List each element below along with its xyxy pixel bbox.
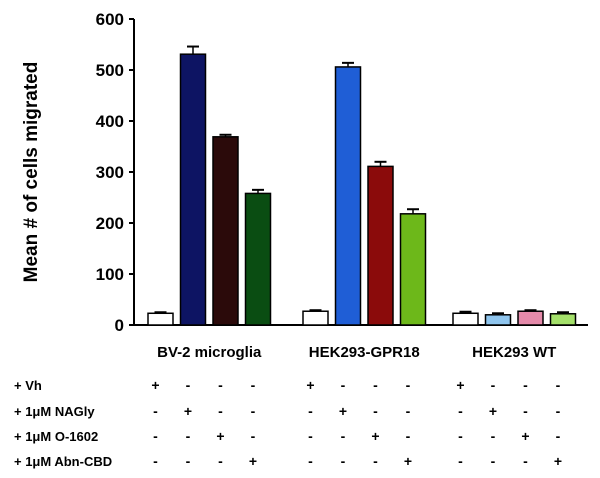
bar xyxy=(244,192,272,326)
treatment-row-label: + 1μM Abn-CBD xyxy=(14,454,112,469)
bar xyxy=(302,310,329,326)
treatment-sign: + xyxy=(306,377,314,393)
treatment-sign: - xyxy=(523,403,528,419)
bar xyxy=(367,165,394,326)
bar xyxy=(517,310,544,326)
treatment-sign: - xyxy=(308,428,313,444)
treatment-sign: - xyxy=(406,428,411,444)
group-label: HEK293-GPR18 xyxy=(309,344,420,361)
treatment-sign: - xyxy=(491,377,496,393)
treatment-row-label: + Vh xyxy=(14,378,42,393)
bar xyxy=(399,213,427,326)
y-tick-label: 200 xyxy=(96,214,124,233)
y-tick-label: 0 xyxy=(115,316,124,335)
treatment-sign: - xyxy=(406,377,411,393)
treatment-sign: + xyxy=(339,403,347,419)
treatment-sign: - xyxy=(458,403,463,419)
treatment-sign: + xyxy=(404,453,412,469)
treatment-sign: - xyxy=(153,428,158,444)
bar xyxy=(452,312,479,326)
group-label: BV-2 microglia xyxy=(157,344,262,361)
bar xyxy=(179,53,207,326)
treatment-sign: - xyxy=(308,403,313,419)
treatment-sign: - xyxy=(251,377,256,393)
treatment-sign: - xyxy=(186,453,191,469)
treatment-sign: - xyxy=(373,377,378,393)
treatment-sign: - xyxy=(186,377,191,393)
bar xyxy=(334,66,362,326)
treatment-sign: + xyxy=(249,453,257,469)
treatment-sign: - xyxy=(251,428,256,444)
treatment-sign: + xyxy=(184,403,192,419)
y-axis-label: Mean # of cells migrated xyxy=(21,62,42,283)
treatment-sign: - xyxy=(308,453,313,469)
y-tick-label: 500 xyxy=(96,61,124,80)
y-tick-label: 400 xyxy=(96,112,124,131)
treatment-sign: + xyxy=(216,428,224,444)
y-tick-label: 100 xyxy=(96,265,124,284)
treatment-sign: - xyxy=(556,403,561,419)
treatment-sign: + xyxy=(554,453,562,469)
treatment-sign: - xyxy=(556,428,561,444)
treatment-sign: + xyxy=(521,428,529,444)
bar xyxy=(147,312,174,326)
bar xyxy=(212,136,239,326)
treatment-sign: + xyxy=(489,403,497,419)
treatment-sign: - xyxy=(373,453,378,469)
y-tick-label: 300 xyxy=(96,163,124,182)
treatment-sign: - xyxy=(251,403,256,419)
treatment-sign: + xyxy=(151,377,159,393)
treatment-sign: - xyxy=(341,377,346,393)
treatment-sign: - xyxy=(218,377,223,393)
bar xyxy=(484,314,512,326)
bar xyxy=(549,313,577,326)
treatment-sign: - xyxy=(523,377,528,393)
treatment-sign: - xyxy=(218,403,223,419)
treatment-sign: - xyxy=(491,428,496,444)
treatment-row-label: + 1μM NAGly xyxy=(14,404,95,419)
treatment-sign: - xyxy=(458,428,463,444)
treatment-sign: - xyxy=(186,428,191,444)
treatment-sign: + xyxy=(456,377,464,393)
treatment-sign: - xyxy=(153,453,158,469)
treatment-sign: - xyxy=(523,453,528,469)
treatment-sign: - xyxy=(556,377,561,393)
treatment-sign: + xyxy=(371,428,379,444)
treatment-row-label: + 1μM O-1602 xyxy=(14,429,98,444)
treatment-sign: - xyxy=(458,453,463,469)
treatment-sign: - xyxy=(218,453,223,469)
treatment-sign: - xyxy=(341,453,346,469)
treatment-sign: - xyxy=(491,453,496,469)
treatment-sign: - xyxy=(373,403,378,419)
treatment-sign: - xyxy=(341,428,346,444)
treatment-sign: - xyxy=(406,403,411,419)
y-tick-label: 600 xyxy=(96,10,124,29)
treatment-sign: - xyxy=(153,403,158,419)
group-label: HEK293 WT xyxy=(472,344,556,361)
